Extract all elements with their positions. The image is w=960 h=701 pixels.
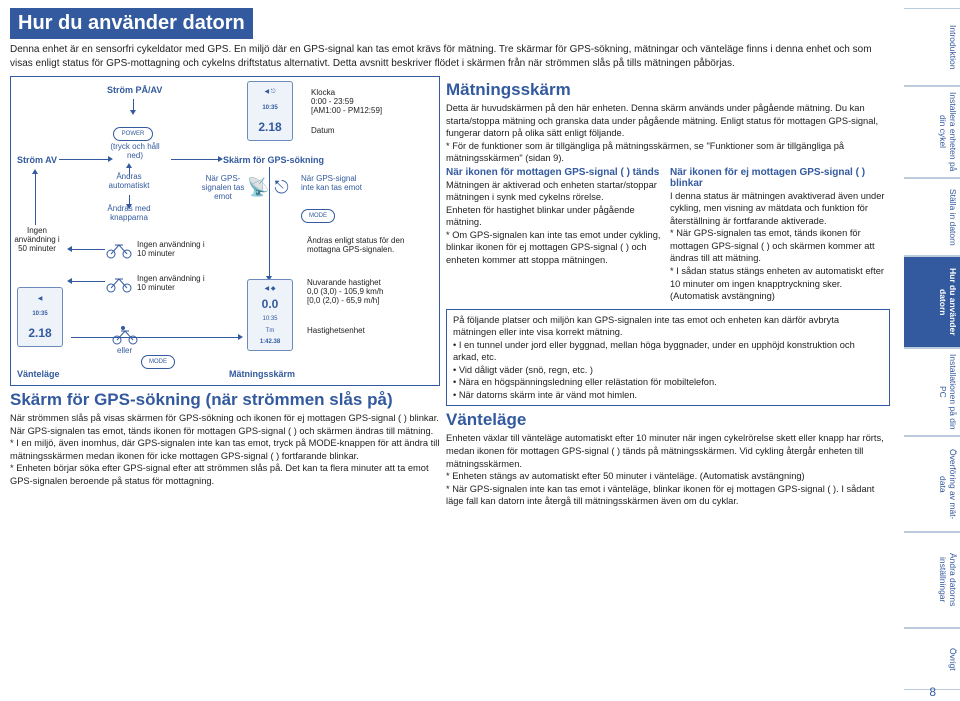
v-p2: * Enheten stängs av automatiskt efter 50…: [446, 470, 890, 483]
lcd-v-time: 10:35: [20, 311, 60, 317]
ingen50: Ingen användning i 50 minuter: [13, 227, 61, 253]
eller: eller: [117, 347, 132, 356]
status-annot: Ändras enligt status för den mottagna GP…: [307, 237, 427, 255]
bike-icon-3: [111, 325, 139, 345]
gps-p1: När strömmen slås på visas skärmen för G…: [10, 412, 440, 437]
strom-av-label: Ström AV: [17, 155, 57, 165]
ml-p2: Enheten för hastighet blinkar under pågå…: [446, 204, 666, 229]
page: Hur du använder datorn Denna enhet är en…: [0, 0, 960, 701]
box-b3: • Nära en högspänningsledning eller relä…: [453, 376, 883, 389]
hastighet-annot: Nuvarande hastighet0,0 (3,0) - 105,9 km/…: [307, 279, 431, 305]
nar-gps-inte: När GPS-signal inte kan tas emot: [301, 175, 371, 193]
side-tabs: Introduktion Installera enheten på din c…: [900, 0, 960, 701]
measure-right-sub: När ikonen för ej mottagen GPS-signal ( …: [670, 165, 890, 303]
tab-intro[interactable]: Introduktion: [904, 8, 960, 86]
measure-two-col: När ikonen för mottagen GPS-signal ( ) t…: [446, 165, 890, 303]
lcd-m-tm: Tm: [250, 328, 290, 334]
left-column: Ström PÅ/AV POWER (tryck och håll ned) S…: [10, 76, 440, 508]
mode-button: MODE: [141, 355, 175, 369]
page-number: 8: [929, 685, 936, 699]
lcd-time: 10:35: [250, 105, 290, 111]
gps-p2: * I en miljö, även inomhus, där GPS-sign…: [10, 437, 440, 462]
main-columns: Ström PÅ/AV POWER (tryck och håll ned) S…: [10, 76, 890, 508]
intro-text: Denna enhet är en sensorfri cykeldator m…: [10, 43, 890, 70]
tab-install-pc[interactable]: Installationen på din PC: [904, 348, 960, 436]
arrow-2: [59, 159, 109, 160]
box-b1: • I en tunnel under jord eller byggnad, …: [453, 339, 883, 364]
strom-paav-label: Ström PÅ/AV: [107, 85, 162, 95]
v-p3: * När GPS-signalen inte kan tas emot i v…: [446, 483, 890, 508]
measure-right-h: När ikonen för ej mottagen GPS-signal ( …: [670, 167, 890, 189]
vantelage-body: Enheten växlar till vänteläge automatisk…: [446, 432, 890, 507]
mr-p2: * När GPS-signalen tas emot, tänds ikone…: [670, 227, 890, 265]
arrow-4b: [129, 195, 130, 205]
tab-setup[interactable]: Ställa in datorn: [904, 178, 960, 256]
bike-icon-1: [105, 239, 133, 259]
box-b2: • Vid dåligt väder (snö, regn, etc. ): [453, 364, 883, 377]
lcd-measure: ◀ ◆ 0.0 10:35 Tm 1:42.38: [247, 279, 293, 351]
gps-fail-box: På följande platser och miljön kan GPS-s…: [446, 309, 890, 407]
lcd-m-meas: 1:42.38: [250, 339, 290, 345]
vantelage-heading: Vänteläge: [446, 410, 890, 430]
gps-icons: 📡 ⎋: [247, 177, 289, 198]
ml-p3: * Om GPS-signalen kan inte tas emot unde…: [446, 229, 666, 267]
measure-intro: Detta är huvudskärmen på den här enheten…: [446, 102, 890, 165]
measure-right-body: I denna status är mätningen avaktiverad …: [670, 190, 890, 303]
arrow-8: [269, 167, 270, 277]
tab-other[interactable]: Övrigt: [904, 628, 960, 690]
lcd-date: 2.18: [250, 120, 290, 134]
gps-p3: * Enheten börjar söka efter GPS-signal e…: [10, 462, 440, 487]
right-column: Mätningsskärm Detta är huvudskärmen på d…: [446, 76, 890, 508]
box-intro: På följande platser och miljön kan GPS-s…: [453, 314, 883, 339]
arrow-7: [71, 337, 239, 338]
arrow-6b: [71, 281, 105, 282]
tab-use-active[interactable]: Hur du använder datorn: [904, 256, 960, 348]
box-b4: • När datorns skärm inte är vänd mot him…: [453, 389, 883, 402]
measure-left-body: Mätningen är aktiverad och enheten start…: [446, 179, 666, 267]
datum-label: Datum: [311, 127, 335, 136]
power-button: POWER: [113, 127, 153, 141]
lcd-gps-search: ◀ ⎋ 10:35 2.18: [247, 81, 293, 141]
matningsskarm-label: Mätningsskärm: [229, 369, 295, 379]
ingen10a: Ingen användning i 10 minuter: [137, 241, 209, 259]
page-title: Hur du använder datorn: [10, 8, 253, 39]
arrow-1: [133, 99, 134, 111]
lcd-m-time: 10:35: [250, 316, 290, 322]
vantelage-label: Vänteläge: [17, 369, 60, 379]
measure-star: * För de funktioner som är tillgängliga …: [446, 140, 890, 165]
mode-button-2: MODE: [301, 209, 335, 223]
skarm-gps-label: Skärm för GPS-sökning: [223, 155, 324, 165]
ml-p1: Mätningen är aktiverad och enheten start…: [446, 179, 666, 204]
measure-intro-p: Detta är huvudskärmen på den här enheten…: [446, 102, 890, 140]
lcd-v-date: 2.18: [20, 326, 60, 340]
flow-diagram: Ström PÅ/AV POWER (tryck och håll ned) S…: [10, 76, 440, 386]
lcd-vantelage: ◀ 10:35 2.18: [17, 287, 63, 347]
arrow-4a: [129, 167, 130, 177]
arrow-5: [35, 173, 36, 225]
gps-search-heading: Skärm för GPS-sökning (när strömmen slås…: [10, 390, 440, 410]
lcd-m-speed: 0.0: [250, 297, 290, 311]
ingen10b: Ingen användning i 10 minuter: [137, 275, 209, 293]
nar-gps: När GPS-signalen tas emot: [199, 175, 247, 201]
mr-p3: * I sådan status stängs enheten av autom…: [670, 265, 890, 303]
arrow-3: [171, 159, 219, 160]
gps-search-body: När strömmen slås på visas skärmen för G…: [10, 412, 440, 487]
measure-left-sub: När ikonen för mottagen GPS-signal ( ) t…: [446, 165, 666, 303]
measure-heading: Mätningsskärm: [446, 80, 890, 100]
tab-transfer[interactable]: Överföring av mät-data: [904, 436, 960, 532]
hastighet-enhet: Hastighetsenhet: [307, 327, 365, 336]
mr-p1: I denna status är mätningen avaktiverad …: [670, 190, 890, 228]
arrow-6a: [71, 249, 105, 250]
tab-install-bike[interactable]: Installera enheten på din cykel: [904, 86, 960, 178]
v-p1: Enheten växlar till vänteläge automatisk…: [446, 432, 890, 470]
measure-left-h: När ikonen för mottagen GPS-signal ( ) t…: [446, 167, 666, 178]
tab-settings[interactable]: Ändra datorns inställningar: [904, 532, 960, 628]
bike-icon-2: [105, 273, 133, 293]
klocka-label: Klocka0:00 - 23:59[AM1:00 - PM12:59]: [311, 89, 382, 115]
